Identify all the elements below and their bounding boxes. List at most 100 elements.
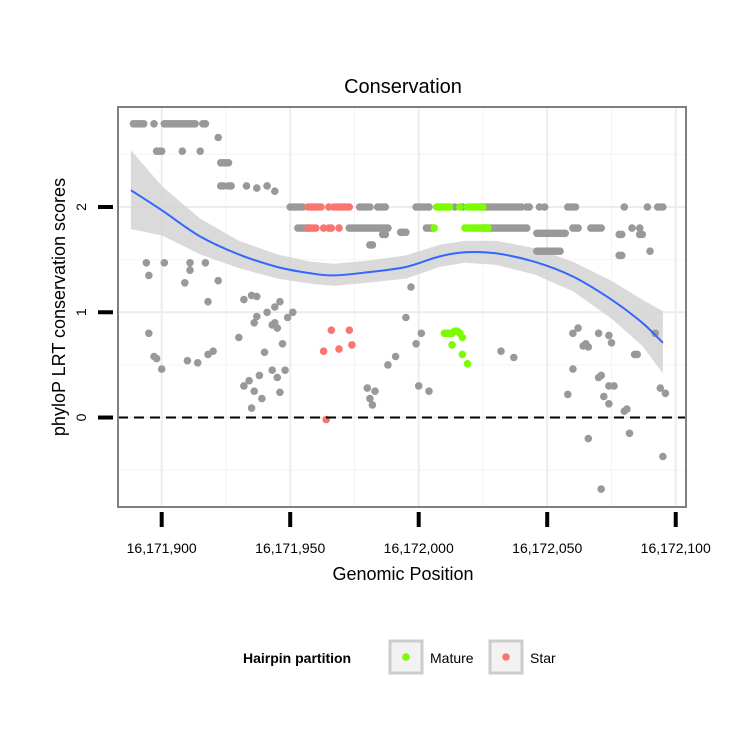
point-other (183, 356, 192, 365)
point-other (600, 392, 608, 401)
y-tick-label: 1 (73, 308, 89, 316)
point-other (540, 203, 549, 211)
y-tick-label: 0 (73, 413, 89, 421)
point-other (635, 224, 644, 232)
point-other (425, 387, 433, 396)
point-other (227, 182, 235, 190)
point-other (497, 347, 505, 356)
point-other (247, 404, 256, 412)
point-other (651, 329, 659, 338)
point-other (402, 313, 410, 322)
point-other (402, 228, 410, 237)
point-other (252, 292, 261, 301)
point-other (571, 203, 580, 211)
point-other (242, 182, 251, 190)
point-other (597, 485, 605, 493)
point-other (605, 400, 613, 408)
point-other (381, 230, 390, 239)
point-other (646, 247, 654, 255)
x-tick-label: 16,172,000 (384, 540, 454, 556)
points-mature (430, 203, 492, 368)
point-other (224, 159, 233, 167)
point-other (371, 387, 379, 396)
point-other (196, 147, 204, 155)
legend-item-star: Star (488, 639, 556, 675)
point-other (412, 340, 420, 348)
point-other (525, 203, 533, 211)
point-other (366, 203, 374, 211)
grid-major (118, 107, 686, 507)
point-other (425, 203, 433, 211)
point-other (607, 339, 616, 347)
point-mature (430, 224, 438, 232)
point-other (250, 387, 258, 396)
point-other (625, 429, 634, 438)
point-other (145, 271, 153, 280)
point-other (574, 224, 582, 232)
smooth-line (130, 189, 664, 344)
point-other (414, 382, 423, 390)
point-other (579, 342, 587, 350)
point-other (178, 147, 187, 155)
point-other (656, 384, 665, 392)
point-other (510, 353, 518, 362)
confidence-band-area (130, 150, 663, 374)
point-other (278, 340, 287, 348)
point-other (260, 348, 269, 357)
point-mature (484, 224, 492, 232)
point-other (201, 259, 210, 267)
point-other (214, 276, 222, 285)
grid-minor (118, 107, 686, 507)
point-other (659, 203, 667, 211)
point-star (312, 224, 320, 232)
point-other (276, 388, 284, 397)
point-star (345, 326, 354, 335)
point-other (574, 324, 582, 332)
point-other (517, 203, 526, 211)
point-other (191, 120, 199, 128)
point-other (597, 224, 605, 232)
point-mature (463, 360, 472, 368)
point-star (319, 347, 328, 356)
point-other (204, 350, 212, 359)
point-star (335, 345, 343, 353)
point-other (250, 319, 258, 327)
point-other (368, 241, 377, 249)
point-other (276, 297, 284, 306)
point-star (317, 203, 325, 211)
point-other (417, 329, 426, 338)
point-other (252, 312, 261, 321)
point-mature (479, 203, 487, 211)
x-tick-label: 16,171,950 (255, 540, 325, 556)
point-other (157, 147, 166, 155)
point-other (561, 229, 569, 238)
legend-label-star: Star (530, 650, 556, 666)
point-other (193, 359, 202, 367)
point-other (617, 251, 626, 260)
point-other (368, 401, 377, 409)
point-other (628, 224, 636, 232)
y-tick-label: 2 (73, 203, 89, 211)
point-other (273, 373, 282, 382)
plot-panel (117, 106, 687, 508)
point-other (522, 224, 531, 232)
point-other (363, 384, 372, 392)
point-other (299, 203, 307, 211)
point-other (594, 329, 603, 338)
point-other (273, 324, 282, 332)
point-other (235, 333, 243, 342)
point-other (268, 366, 277, 375)
panel-border (117, 106, 687, 508)
point-other (258, 394, 266, 403)
point-other (384, 224, 392, 232)
point-star (327, 326, 336, 335)
point-other (142, 259, 151, 267)
point-other (659, 452, 667, 461)
point-mature (458, 350, 467, 359)
point-other (643, 203, 652, 211)
legend-swatch-star (502, 653, 510, 661)
point-other (620, 203, 629, 211)
point-other (201, 120, 210, 128)
point-other (407, 283, 415, 291)
x-tick-label: 16,172,100 (641, 540, 711, 556)
